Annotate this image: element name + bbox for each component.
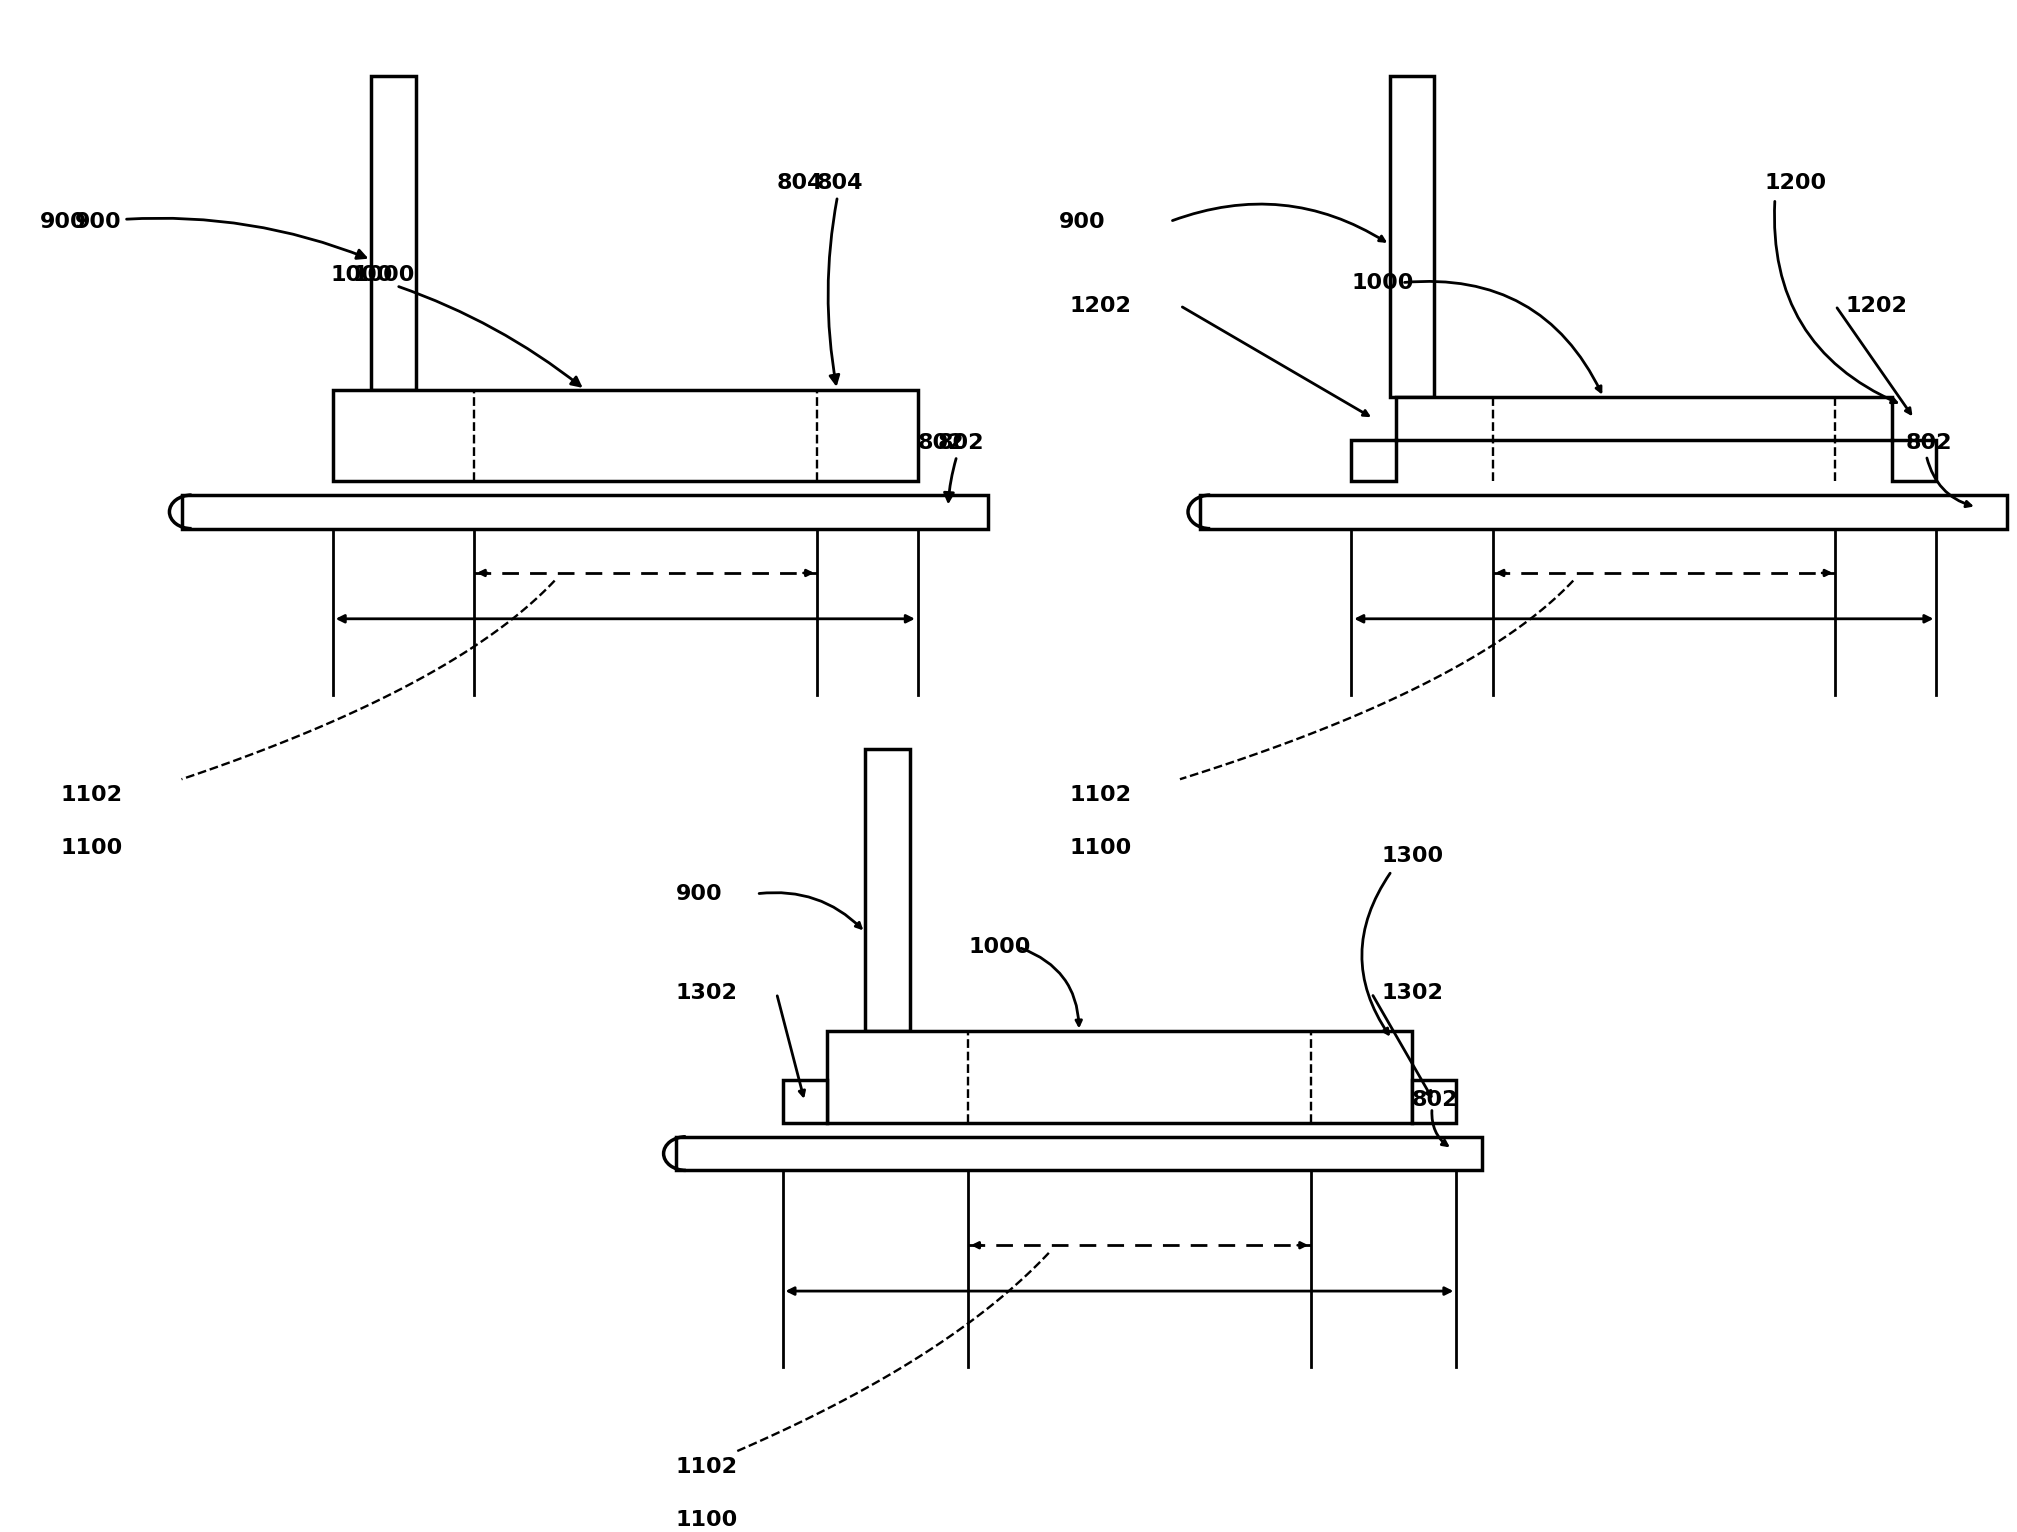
Text: 900: 900 <box>40 211 87 231</box>
Text: 802: 802 <box>1906 434 1952 453</box>
Bar <box>827 1031 1412 1123</box>
Text: 804: 804 <box>817 173 863 385</box>
Bar <box>1200 495 2007 529</box>
Text: 804: 804 <box>777 173 823 193</box>
Bar <box>371 77 416 389</box>
Text: 900: 900 <box>676 884 722 904</box>
Bar <box>783 1080 827 1123</box>
Text: 1102: 1102 <box>1069 784 1132 804</box>
Text: 802: 802 <box>1412 1091 1458 1111</box>
Bar <box>676 1137 1482 1170</box>
Text: 1300: 1300 <box>1382 846 1444 866</box>
Text: 1000: 1000 <box>353 265 416 285</box>
Bar <box>1390 77 1434 397</box>
Text: 1202: 1202 <box>1846 296 1908 316</box>
Text: 1102: 1102 <box>676 1457 738 1477</box>
Text: 1202: 1202 <box>1069 296 1132 316</box>
Text: 1100: 1100 <box>61 838 123 858</box>
Text: 1100: 1100 <box>676 1511 738 1530</box>
Bar <box>1412 1080 1456 1123</box>
Bar <box>333 389 918 481</box>
Text: 1302: 1302 <box>676 984 738 1003</box>
Text: 1000: 1000 <box>968 938 1031 958</box>
Text: 1000: 1000 <box>1351 273 1414 293</box>
Bar <box>865 749 910 1031</box>
Text: 1100: 1100 <box>1069 838 1132 858</box>
Text: 900: 900 <box>1059 211 1105 231</box>
Text: 1302: 1302 <box>1382 984 1444 1003</box>
Text: 802: 802 <box>918 434 964 453</box>
Text: 1000: 1000 <box>331 265 581 386</box>
Text: 1200: 1200 <box>1765 173 1827 193</box>
Text: 802: 802 <box>938 434 984 501</box>
Polygon shape <box>1351 397 1936 481</box>
Text: 1102: 1102 <box>61 784 123 804</box>
Text: 900: 900 <box>75 211 365 259</box>
Bar <box>182 495 988 529</box>
